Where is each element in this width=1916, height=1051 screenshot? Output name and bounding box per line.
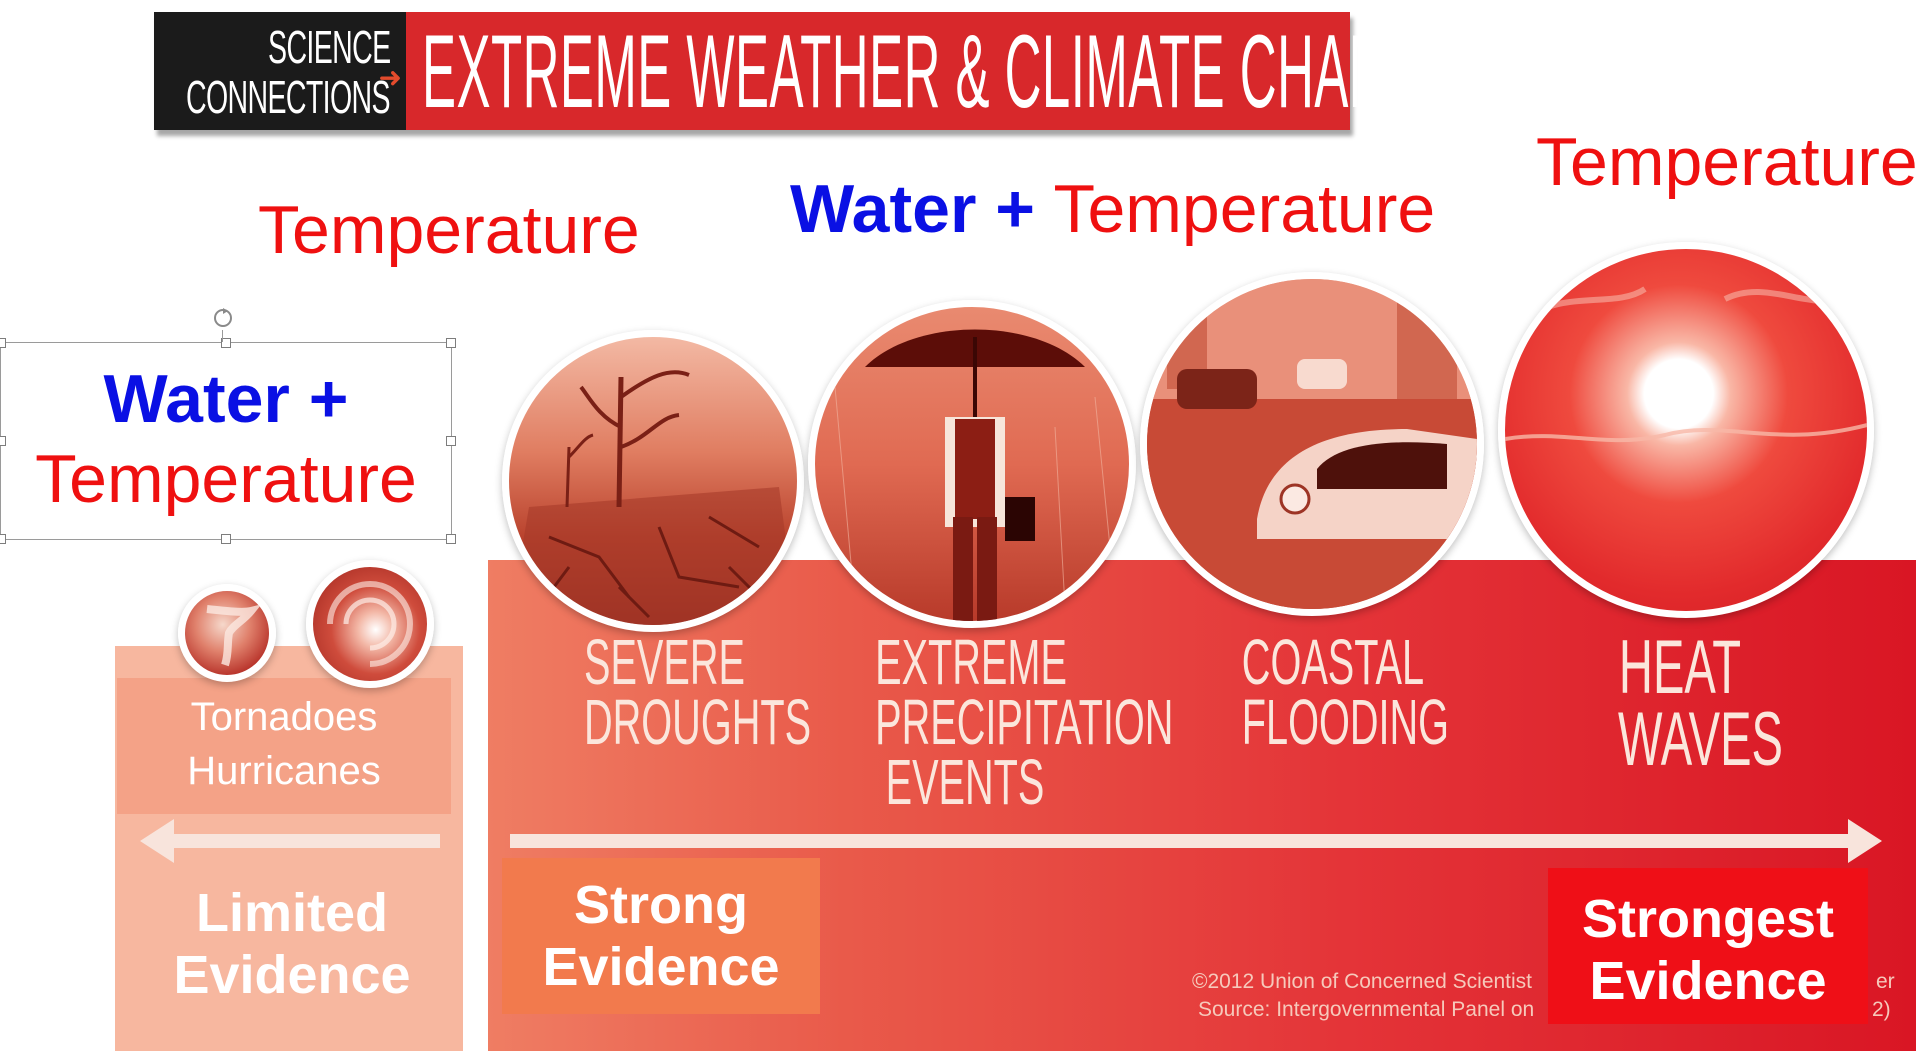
resize-handle-n[interactable]	[221, 338, 231, 348]
flooding-image	[1140, 272, 1484, 616]
box-temperature: Temperature	[35, 441, 417, 517]
event-label-coastal-flooding: COASTAL FLOODING	[1241, 626, 1450, 758]
label-water-temperature-mid[interactable]: Water + Temperature	[790, 173, 1435, 245]
label-temperature-mid: Temperature	[1053, 171, 1436, 247]
label-water-plus: Water +	[790, 171, 1036, 247]
credit-tail-2: 2)	[1872, 998, 1891, 1021]
precipitation-image	[808, 300, 1136, 628]
event-label-severe-droughts: SEVERE DROUGHTS	[584, 626, 812, 758]
banner-title: EXTREME WEATHER & CLIMATE CHANGE	[422, 14, 1461, 130]
arrow-right-icon: ➜	[378, 62, 402, 93]
selected-text-box[interactable]: Water + Temperature	[0, 338, 456, 544]
resize-handle-ne[interactable]	[446, 338, 456, 348]
strongest-evidence-box[interactable]: Strongest Evidence	[1548, 868, 1868, 1024]
label-temperature-left[interactable]: Temperature	[258, 192, 640, 268]
header-banner: SCIENCE CONNECTIONS ➜ EXTREME WEATHER & …	[154, 12, 1460, 130]
banner-logo-line-1: SCIENCE	[267, 21, 391, 73]
resize-handle-w[interactable]	[0, 436, 6, 446]
tornado-hurricane-label-box: Tornadoes Hurricanes	[117, 678, 451, 814]
rotate-handle-stem	[222, 330, 223, 342]
tornadoes-label: Tornadoes	[190, 695, 378, 739]
resize-handle-sw[interactable]	[0, 534, 6, 544]
limited-evidence-box[interactable]: Limited Evidence	[132, 868, 452, 1026]
arrow-right-icon	[1848, 819, 1882, 863]
banner-title-block: EXTREME WEATHER & CLIMATE CHANGE	[406, 12, 1460, 130]
banner-logo-block: SCIENCE CONNECTIONS ➜	[154, 12, 406, 130]
hurricane-image	[306, 560, 434, 688]
event-label-extreme-precipitation: EXTREME PRECIPITATION EVENTS	[875, 626, 1174, 818]
strong-evidence-box[interactable]: Strong Evidence	[502, 858, 820, 1014]
tornado-image	[178, 584, 276, 682]
right-arrow-track	[510, 834, 1850, 848]
credit-tail-1: er	[1876, 970, 1895, 993]
resize-handle-e[interactable]	[446, 436, 456, 446]
hurricanes-label: Hurricanes	[187, 749, 381, 793]
resize-handle-s[interactable]	[221, 534, 231, 544]
droughts-image	[502, 330, 804, 632]
resize-handle-nw[interactable]	[0, 338, 6, 348]
heat-waves-image	[1498, 242, 1874, 618]
label-temperature-right[interactable]: Temperature	[1536, 124, 1916, 200]
box-water-plus: Water +	[103, 361, 349, 437]
arrow-left-icon	[140, 819, 174, 863]
banner-logo-line-2: CONNECTIONS	[186, 71, 391, 123]
left-arrow-track	[172, 834, 440, 848]
credit-line-2: Source: Intergovernmental Panel on	[1198, 998, 1535, 1021]
event-label-heat-waves: HEAT WAVES	[1618, 625, 1783, 782]
resize-handle-se[interactable]	[446, 534, 456, 544]
credit-line-1: ©2012 Union of Concerned Scientist	[1192, 970, 1533, 993]
rotate-handle-icon[interactable]	[211, 306, 235, 330]
